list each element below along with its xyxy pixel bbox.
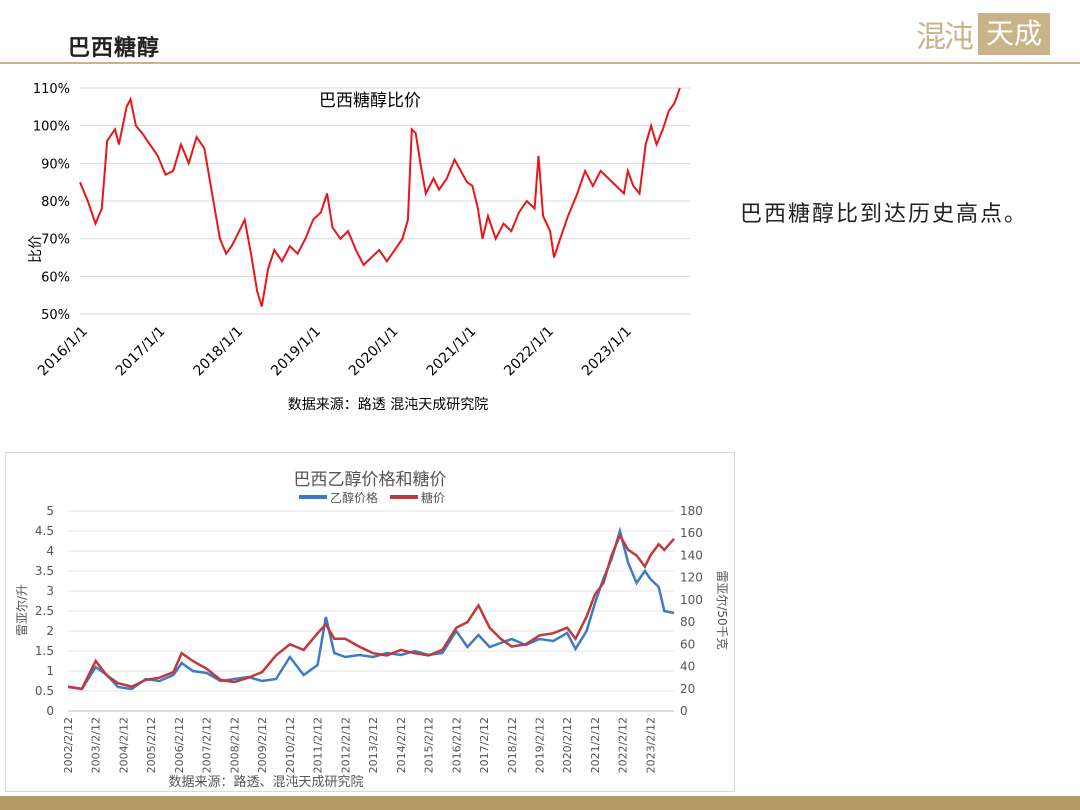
- ethanol-sugar-chart-title: 巴西乙醇价格和糖价: [294, 470, 447, 490]
- ratio-y-tick-label: 70%: [41, 233, 70, 248]
- page-title: 巴西糖醇: [68, 36, 161, 61]
- ratio-y-tick-label: 50%: [41, 308, 70, 323]
- chart2-x-tick-label: 2003/2/12: [90, 717, 103, 773]
- ratio-chart-x-ticks: 2016/1/1 2017/1/1 2018/1/1 2019/1/1 2020/1/1…: [35, 324, 635, 380]
- chart2-right-tick-label: 160: [680, 526, 703, 540]
- chart2-left-tick-label: 2: [46, 624, 54, 638]
- ethanol-sugar-panel: 巴西乙醇价格和糖价 乙醇价格 糖价 0 0.5 1 1.5 2 2.5 3 3.5 4 4.5 5 …: [5, 452, 735, 792]
- ratio-x-tick-label: 2023/1/1: [579, 324, 635, 380]
- chart2-right-tick-label: 100: [680, 593, 703, 607]
- chart2-right-tick-label: 120: [680, 571, 703, 585]
- ethanol-sugar-chart: 巴西乙醇价格和糖价 乙醇价格 糖价 00.511.522.533.544.55 …: [14, 470, 730, 790]
- chart2-x-tick-label: 2023/2/12: [644, 717, 657, 773]
- ratio-chart-source: 数据来源：路透 混沌天成研究院: [288, 397, 488, 413]
- legend-sugar-label: 糖价: [421, 490, 445, 505]
- ethanol-series-line: [67, 526, 675, 691]
- chart2-x-tick-label: 2005/2/12: [145, 717, 158, 773]
- chart2-right-tick-label: 140: [680, 548, 703, 562]
- ratio-x-tick-label: 2019/1/1: [268, 324, 324, 380]
- ratio-x-tick-label: 2020/1/1: [346, 324, 402, 380]
- ratio-x-tick-label: 2021/1/1: [424, 324, 480, 380]
- chart2-x-tick-label: 2010/2/12: [284, 717, 297, 773]
- chart2-x-tick-label: 2009/2/12: [256, 717, 269, 773]
- chart2-x-tick-label: 2006/2/12: [173, 717, 186, 773]
- chart2-left-tick-label: 5: [46, 504, 54, 518]
- chart2-x-tick-label: 2022/2/12: [617, 717, 630, 773]
- chart2-left-tick-label: 3.5: [35, 564, 54, 578]
- ratio-chart-title: 巴西糖醇比价: [319, 91, 421, 111]
- chart2-left-ticks: 0 0.5 1 1.5 2 2.5 3 3.5 4 4.5 5: [35, 504, 54, 718]
- ratio-chart: 110% 100% 90% 80% 70% 60% 50% 2016/1/1 2017/1/1…: [28, 82, 690, 413]
- chart2-right-tick-label: 80: [680, 615, 695, 629]
- ratio-chart-y-label: 比价: [28, 235, 44, 263]
- chart2-x-tick-label: 2011/2/12: [312, 717, 325, 773]
- chart2-left-axis-label: 雷亚尔/升: [14, 584, 29, 636]
- chart2-right-tick-label: 40: [680, 660, 695, 674]
- ratio-series-line: [79, 87, 681, 307]
- ratio-y-tick-label: 60%: [41, 270, 70, 285]
- chart2-left-tick-label: 3: [46, 584, 54, 598]
- chart2-x-tick-label: 2008/2/12: [228, 717, 241, 773]
- sugar-series-line: [67, 532, 675, 691]
- legend-ethanol-label: 乙醇价格: [330, 490, 378, 505]
- chart2-right-tick-label: 0: [680, 704, 688, 718]
- chart2-left-tick-label: 0: [46, 704, 54, 718]
- chart2-right-tick-label: 60: [680, 637, 695, 651]
- chart2-right-tick-label: 20: [680, 682, 695, 696]
- footer-bar: [0, 796, 1080, 810]
- chart2-x-tick-label: 2007/2/12: [201, 717, 214, 773]
- ratio-y-tick-label: 80%: [41, 195, 70, 210]
- chart2-left-tick-label: 4: [46, 544, 54, 558]
- company-logo: 混沌 天成: [916, 12, 1050, 56]
- chart2-left-tick-label: 0.5: [35, 684, 54, 698]
- ratio-y-tick-label: 100%: [33, 120, 70, 135]
- chart2-x-tick-label: 2004/2/12: [117, 717, 130, 773]
- chart2-x-tick-label: 2015/2/12: [423, 717, 436, 773]
- chart2-right-axis-label: 雷亚尔/50千克: [715, 570, 730, 649]
- ratio-chart-grid: [80, 87, 690, 315]
- chart2-right-tick-label: 180: [680, 504, 703, 518]
- chart2-x-tick-label: 2021/2/12: [589, 717, 602, 773]
- ratio-y-tick-label: 110%: [33, 82, 70, 97]
- header-divider: [0, 62, 1080, 64]
- chart2-x-tick-label: 2020/2/12: [561, 717, 574, 773]
- ratio-y-tick-label: 90%: [41, 157, 70, 172]
- chart2-x-tick-label: 2002/2/12: [62, 717, 75, 773]
- side-note: 巴西糖醇比到达历史高点。: [740, 202, 1029, 227]
- chart2-x-tick-label: 2012/2/12: [339, 717, 352, 773]
- chart2-x-ticks: 2002/2/12 2003/2/12 2004/2/12 2005/2/12 2006…: [62, 710, 674, 773]
- chart2-left-tick-label: 1.5: [35, 644, 54, 658]
- chart2-x-tick-label: 2016/2/12: [450, 717, 463, 773]
- chart2-source: 数据来源：路透、混沌天成研究院: [168, 774, 363, 790]
- logo-text-b: 天成: [977, 13, 1050, 55]
- chart2-x-tick-label: 2018/2/12: [506, 717, 519, 773]
- chart2-x-tick-label: 2013/2/12: [367, 717, 380, 773]
- ratio-x-tick-label: 2022/1/1: [501, 324, 557, 380]
- chart2-left-tick-label: 1: [46, 664, 54, 678]
- chart2-x-tick-label: 2017/2/12: [478, 717, 491, 773]
- chart2-legend: 乙醇价格 糖价: [299, 490, 445, 505]
- chart2-x-tick-label: 2014/2/12: [395, 717, 408, 773]
- ratio-x-tick-label: 2016/1/1: [35, 324, 91, 380]
- chart2-x-tick-label: 2019/2/12: [533, 717, 546, 773]
- chart2-right-ticks: 0 20 40 60 80 100 120 140 160 180: [680, 504, 703, 718]
- chart2-left-tick-label: 4.5: [35, 524, 54, 538]
- ratio-chart-y-ticks: 110% 100% 90% 80% 70% 60% 50%: [33, 82, 70, 323]
- chart2-left-tick-label: 2.5: [35, 604, 54, 618]
- ratio-x-tick-label: 2017/1/1: [113, 324, 169, 380]
- logo-text-a: 混沌: [915, 20, 974, 55]
- ratio-x-tick-label: 2018/1/1: [190, 324, 246, 380]
